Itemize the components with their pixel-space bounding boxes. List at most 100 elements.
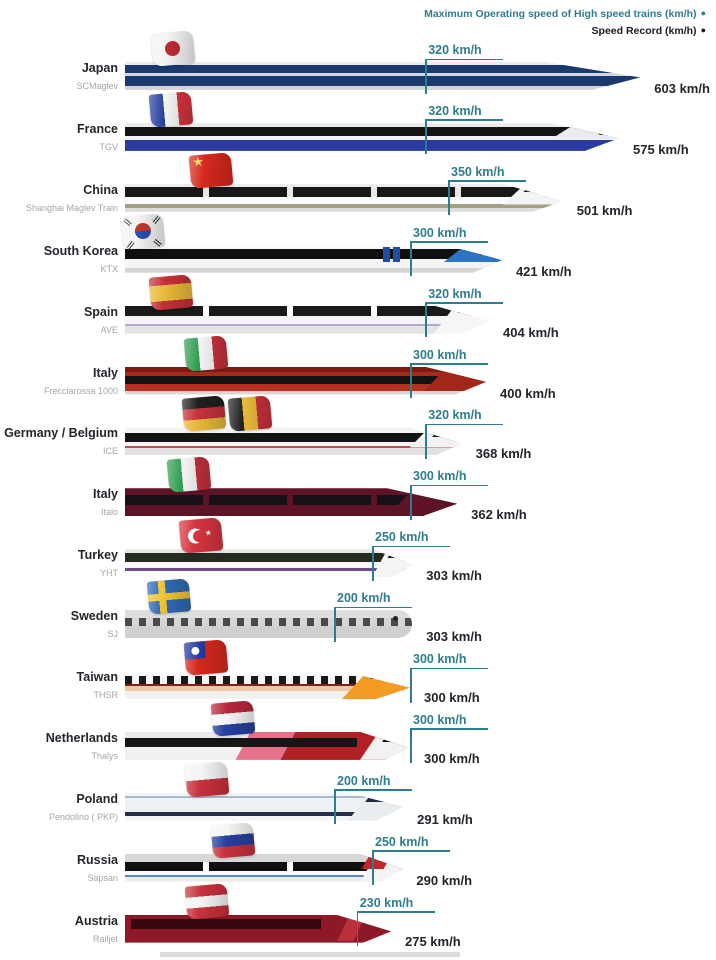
- speed-record-label: 300 km/h: [424, 690, 480, 705]
- train-livery-overlay: [131, 919, 321, 929]
- train-band: [125, 259, 502, 268]
- operating-speed-label: 200 km/h: [337, 591, 391, 606]
- train-name-label: Italo: [100, 507, 118, 518]
- operating-speed-tick-underline: [334, 606, 412, 609]
- country-flag-icon: [184, 761, 230, 798]
- train-band: [125, 384, 486, 391]
- train-band: [125, 62, 640, 65]
- legend-record-label: Speed Record (km/h): [591, 25, 697, 37]
- flag-wave-shading: [210, 821, 256, 859]
- speed-record-label: 291 km/h: [417, 811, 473, 827]
- train-name-label: Shanghai Maglev Train: [25, 202, 118, 213]
- country-label: Italy: [92, 487, 118, 502]
- operating-speed-tick-line: [334, 606, 336, 642]
- operating-speed-tick-underline: [410, 728, 488, 730]
- flag-wave-shading: [181, 395, 227, 433]
- train-name-label: Frecciarossa 1000: [43, 385, 118, 396]
- train-livery-overlay: [125, 738, 357, 747]
- train-illustration: [125, 427, 462, 455]
- speed-record-label: 421 km/h: [515, 263, 572, 279]
- operating-speed-tick-line: [410, 484, 412, 520]
- train-band: [125, 618, 413, 627]
- next-train-cutoff-strip: [160, 952, 460, 957]
- train-band: [125, 245, 502, 249]
- train-band: [125, 877, 402, 882]
- train-illustration: [125, 367, 486, 395]
- operating-speed-label: 300 km/h: [413, 712, 467, 727]
- train-name-label: Thalys: [91, 750, 118, 761]
- train-illustration: [125, 549, 412, 577]
- country-label: Germany / Belgium: [4, 426, 118, 441]
- flag-wave-shading: [183, 639, 229, 676]
- flag-wave-shading: [166, 456, 212, 494]
- country-label: Poland: [76, 791, 118, 806]
- operating-speed-tick-underline: [425, 302, 504, 304]
- operating-speed-tick-line: [334, 789, 336, 825]
- train-illustration: [125, 306, 489, 334]
- train-band: [125, 306, 489, 316]
- operating-speed-tick-line: [425, 423, 427, 459]
- train-band: [125, 610, 413, 619]
- flag-wave-shading: [227, 395, 273, 433]
- train-name-label: SJ: [107, 629, 118, 640]
- speed-record-label: 501 km/h: [576, 202, 633, 218]
- operating-speed-tick-underline: [410, 484, 488, 487]
- train-livery-overlay: [393, 247, 400, 262]
- operating-speed-tick-underline: [334, 789, 412, 791]
- country-flag-icon: [210, 700, 256, 737]
- country-flag-icon: [150, 30, 196, 67]
- train-illustration: [125, 915, 391, 943]
- flag-wave-shading: [184, 882, 230, 920]
- train-illustration: [125, 123, 619, 151]
- operating-speed-label: 300 km/h: [413, 469, 467, 484]
- flag-wave-shading: [178, 517, 224, 554]
- operating-speed-label: 200 km/h: [337, 773, 391, 788]
- operating-speed-tick-line: [425, 302, 427, 338]
- flag-wave-shading: [184, 761, 230, 798]
- train-band: [125, 204, 563, 208]
- train-band: [125, 796, 403, 798]
- operating-speed-tick-line: [372, 850, 374, 886]
- legend-record-dot-icon: ●: [700, 25, 706, 35]
- country-label: Spain: [83, 304, 118, 319]
- train-band: [125, 495, 457, 505]
- train-windshield: [393, 616, 399, 622]
- train-band: [125, 862, 402, 871]
- train-band: [125, 316, 489, 324]
- train-name-label: AVE: [100, 324, 118, 335]
- train-illustration: [125, 671, 410, 699]
- legend-record-line: Speed Record (km/h) ●: [424, 22, 706, 39]
- speed-record-label: 290 km/h: [416, 872, 473, 888]
- operating-speed-label: 300 km/h: [413, 652, 467, 666]
- country-label: Netherlands: [45, 730, 118, 745]
- country-flag-icon: ★: [188, 152, 234, 189]
- country-flag-icon: [146, 578, 192, 615]
- train-windshield: [432, 432, 452, 437]
- country-label: China: [83, 182, 118, 197]
- train-name-label: ICE: [102, 446, 118, 457]
- train-band: [125, 626, 413, 639]
- speed-record-label: 300 km/h: [424, 750, 480, 766]
- train-windshield: [388, 553, 404, 558]
- train-name-label: THSR: [93, 690, 119, 700]
- operating-speed-tick-underline: [410, 667, 488, 669]
- train-illustration: [125, 184, 563, 212]
- train-band: [125, 136, 619, 140]
- country-flag-icon: [148, 273, 194, 311]
- operating-speed-label: 230 km/h: [359, 895, 414, 910]
- speed-record-label: 303 km/h: [426, 629, 482, 645]
- country-label: Russia: [77, 852, 118, 867]
- train-illustration: [125, 245, 502, 273]
- train-band: [125, 73, 640, 76]
- train-name-label: KTX: [100, 263, 118, 274]
- train-band: [125, 448, 462, 455]
- train-band: [125, 505, 457, 516]
- flag-wave-shading: [210, 700, 256, 737]
- operating-speed-tick-underline: [410, 363, 488, 365]
- train-illustration: [125, 62, 640, 90]
- country-flag-icon: [184, 882, 230, 920]
- speed-record-label: 575 km/h: [633, 141, 689, 157]
- train-illustration: [125, 854, 402, 882]
- train-band: [125, 76, 640, 86]
